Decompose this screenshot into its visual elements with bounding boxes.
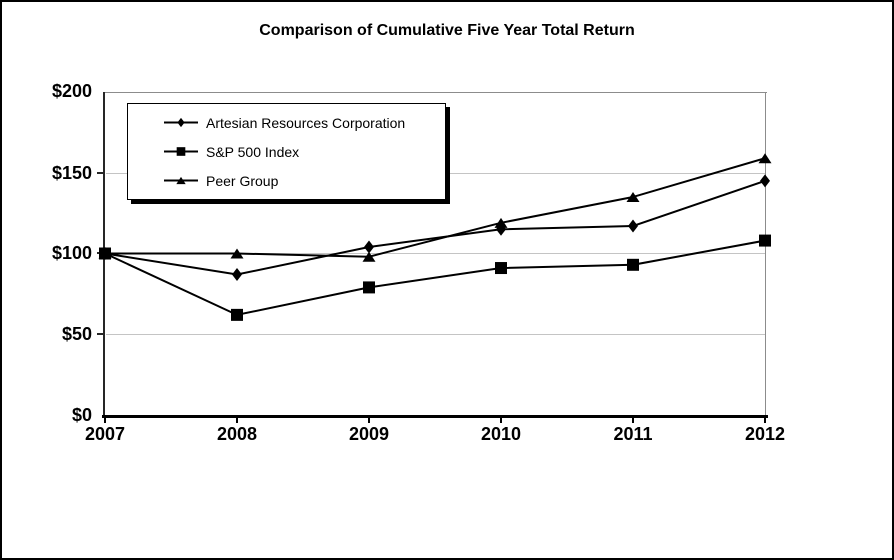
square-marker	[176, 147, 186, 156]
chart-title: Comparison of Cumulative Five Year Total…	[259, 22, 635, 39]
square-marker	[627, 258, 639, 271]
x-tick	[632, 418, 634, 423]
y-tick	[97, 333, 103, 335]
square-marker	[363, 281, 375, 294]
diamond-marker	[232, 267, 242, 281]
diamond-marker	[628, 219, 638, 233]
y-axis-label-50: $50	[61, 324, 92, 344]
diamond-marker	[760, 174, 770, 188]
legend-row-artesian: Artesian Resources Corporation	[164, 108, 441, 137]
x-axis-line	[102, 415, 768, 418]
x-tick	[764, 418, 766, 423]
square-marker	[759, 234, 771, 247]
x-axis-label-2010: 2010	[480, 424, 522, 444]
plot-frame-top	[105, 92, 767, 93]
triangle-marker	[494, 217, 508, 228]
diamond-series-icon	[164, 116, 198, 129]
plot-frame-right	[765, 92, 766, 415]
y-tick	[97, 172, 103, 174]
legend-label: S&P 500 Index	[206, 143, 300, 160]
plot-svg	[98, 153, 772, 321]
square-marker	[231, 308, 243, 321]
triangle-marker	[98, 248, 112, 259]
series-line	[104, 179, 766, 276]
triangle-marker	[176, 176, 186, 185]
triangle-marker	[362, 251, 376, 262]
triangle-marker	[758, 153, 772, 164]
square-marker	[495, 262, 507, 275]
x-axis-label-2011: 2011	[613, 424, 653, 444]
y-axis-label-100: $100	[51, 243, 92, 263]
x-tick	[500, 418, 502, 423]
square-series-icon	[164, 145, 198, 158]
legend-label: Artesian Resources Corporation	[206, 114, 406, 131]
diamond-marker	[177, 117, 185, 128]
triangle-marker	[230, 248, 244, 259]
y-axis-label-150: $150	[51, 163, 92, 183]
series-line	[104, 239, 766, 316]
diamond-marker	[364, 240, 374, 254]
series-line	[105, 157, 766, 258]
legend-row-sp500: S&P 500 Index	[164, 137, 441, 166]
x-axis-label-2007: 2007	[84, 424, 126, 444]
x-axis-label-2012: 2012	[744, 424, 786, 444]
triangle-series-icon	[164, 174, 198, 187]
legend-label: Peer Group	[206, 172, 279, 189]
legend-box: Artesian Resources Corporation S&P 500 I…	[127, 103, 446, 200]
x-tick	[236, 418, 238, 423]
y-axis-label-0: $0	[71, 405, 92, 425]
triangle-marker	[626, 191, 640, 202]
x-axis-label-2009: 2009	[348, 424, 390, 444]
legend-row-peer-group: Peer Group	[164, 166, 441, 195]
x-tick	[104, 418, 106, 423]
x-axis-label-2008: 2008	[216, 424, 258, 444]
gridline-100	[106, 253, 765, 254]
x-tick	[368, 418, 370, 423]
y-axis-label-200: $200	[51, 81, 92, 101]
gridline-50	[106, 334, 765, 335]
